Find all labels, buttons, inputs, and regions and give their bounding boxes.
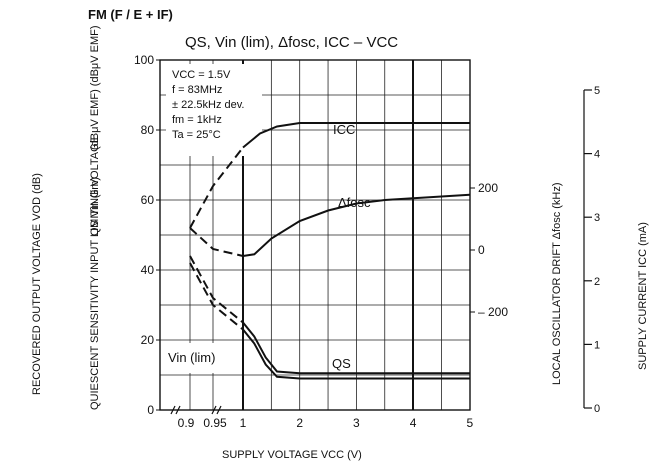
left-axis-label-symbols: QS Vin (lim) bbox=[89, 177, 101, 236]
x-axis-ticks: 0.9 0.95 1 2 3 4 5 bbox=[170, 405, 473, 430]
x-tick-label: 0.9 bbox=[178, 416, 195, 430]
current-axis-label: SUPPLY CURRENT ICC (mA) bbox=[637, 222, 649, 370]
series-icc-dashed bbox=[189, 146, 244, 229]
drift-tick-label: 0 bbox=[478, 243, 485, 257]
condition-fm: fm = 1kHz bbox=[172, 114, 222, 126]
x-tick-label: 4 bbox=[410, 416, 417, 430]
vin-label-bg bbox=[163, 343, 233, 373]
left-axis-label-units: (dBμV EMF) (dBμV EMF) bbox=[89, 25, 101, 150]
x-axis-break bbox=[211, 405, 222, 415]
current-tick-label: 5 bbox=[594, 85, 600, 97]
series-vinlim-line bbox=[242, 328, 470, 380]
series-fosc-line bbox=[242, 193, 470, 257]
series-layer bbox=[189, 122, 470, 380]
series-icc-line bbox=[242, 122, 470, 149]
plot-frame bbox=[159, 59, 471, 411]
left-tick-label: 0 bbox=[147, 403, 154, 417]
series-fosc-dashed bbox=[189, 227, 244, 257]
series-qs-line bbox=[242, 321, 470, 375]
current-tick-label: 1 bbox=[594, 339, 600, 351]
x-tick-label: 1 bbox=[240, 416, 247, 430]
current-tick-label: 4 bbox=[594, 149, 600, 161]
current-axis-ticks: 0 1 2 3 4 5 bbox=[584, 85, 600, 415]
left-axis-label-inner: QUIESCENT SENSITIVITY INPUT LIMITING VOL… bbox=[89, 136, 101, 410]
series-vinlim-dashed bbox=[189, 262, 244, 331]
current-tick-label: 3 bbox=[594, 212, 600, 224]
drift-axis-label: LOCAL OSCILLATOR DRIFT Δfosc (kHz) bbox=[551, 182, 563, 385]
series-label-qs: QS bbox=[332, 356, 351, 371]
drift-tick-label: – 200 bbox=[478, 305, 508, 319]
series-label-icc: ICC bbox=[333, 122, 355, 137]
series-label-vin: Vin (lim) bbox=[168, 350, 215, 365]
left-tick-label: 20 bbox=[141, 333, 155, 347]
conditions-box bbox=[166, 64, 262, 156]
series-qs-dashed bbox=[189, 255, 244, 324]
x-tick-label: 3 bbox=[353, 416, 360, 430]
left-tick-label: 40 bbox=[141, 263, 155, 277]
drift-tick-label: 200 bbox=[478, 181, 498, 195]
condition-dev: ± 22.5kHz dev. bbox=[172, 99, 244, 111]
condition-ta: Ta = 25°C bbox=[172, 129, 221, 141]
current-tick-label: 0 bbox=[594, 403, 600, 415]
left-tick-label: 60 bbox=[141, 193, 155, 207]
left-tick-label: 100 bbox=[134, 53, 154, 67]
left-axis-ticks: 0 20 40 60 80 100 bbox=[134, 53, 160, 417]
left-axis-label-outer: RECOVERED OUTPUT VOLTAGE VOD (dB) bbox=[31, 173, 43, 395]
conditions: VCC = 1.5V f = 83MHz ± 22.5kHz dev. fm =… bbox=[172, 69, 244, 141]
drift-axis-ticks: 200 0 – 200 bbox=[470, 181, 508, 319]
chart-title: QS, Vin (lim), Δfosc, ICC – VCC bbox=[185, 34, 398, 51]
current-tick-label: 2 bbox=[594, 276, 600, 288]
x-axis-label: SUPPLY VOLTAGE VCC (V) bbox=[222, 449, 362, 461]
condition-vcc: VCC = 1.5V bbox=[172, 69, 231, 81]
condition-freq: f = 83MHz bbox=[172, 84, 222, 96]
x-tick-label: 5 bbox=[466, 416, 473, 430]
left-tick-label: 80 bbox=[141, 123, 155, 137]
mode-label: FM (F / E + IF) bbox=[88, 7, 173, 22]
series-label-dfosc: Δfosc bbox=[338, 195, 371, 210]
x-axis-break bbox=[170, 405, 181, 415]
x-tick-label: 2 bbox=[296, 416, 303, 430]
x-tick-label: 0.95 bbox=[203, 416, 227, 430]
